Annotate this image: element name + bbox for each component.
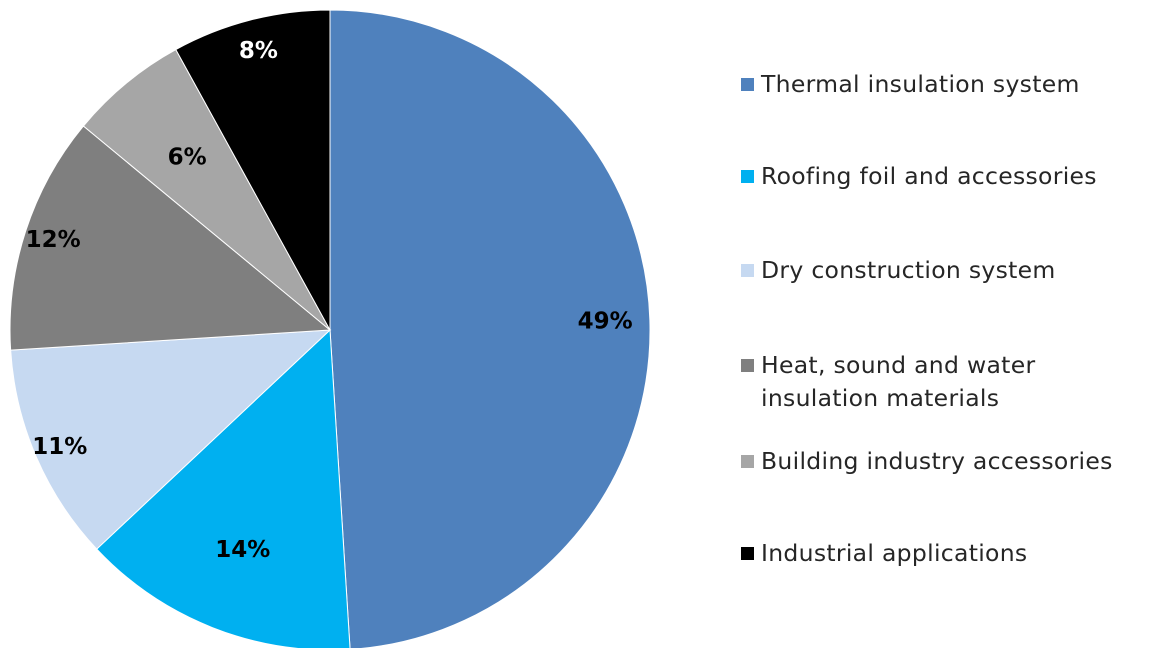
legend-swatch xyxy=(741,170,754,183)
pie-slice-1 xyxy=(329,9,651,648)
data-label-6: 8% xyxy=(239,38,278,64)
data-label-2: 14% xyxy=(215,537,270,563)
legend-swatch xyxy=(741,455,754,468)
legend-label: Roofing foil and accessories xyxy=(761,162,1097,190)
legend-item: Roofing foil and accessories xyxy=(741,160,1097,193)
legend-label: Heat, sound and water insulation materia… xyxy=(761,351,1036,412)
legend-label: Thermal insulation system xyxy=(761,70,1080,98)
legend-label: Building industry accessories xyxy=(761,447,1113,475)
legend-swatch xyxy=(741,264,754,277)
legend-item: Thermal insulation system xyxy=(741,68,1080,101)
legend-label: Dry construction system xyxy=(761,256,1056,284)
legend-label: Industrial applications xyxy=(761,539,1028,567)
pie-slice-4 xyxy=(9,125,332,351)
legend-item: Building industry accessories xyxy=(741,445,1113,478)
legend-item: Industrial applications xyxy=(741,537,1027,570)
data-label-5: 6% xyxy=(168,144,207,170)
data-label-1: 49% xyxy=(578,308,633,334)
legend: Thermal insulation system Roofing foil an… xyxy=(741,0,1172,648)
pie-slice-5 xyxy=(82,48,331,331)
legend-swatch xyxy=(741,547,754,560)
legend-swatch xyxy=(741,78,754,91)
data-label-4: 12% xyxy=(26,227,81,253)
legend-swatch xyxy=(741,359,754,372)
data-label-3: 11% xyxy=(32,434,87,460)
legend-item: Dry construction system xyxy=(741,254,1056,287)
pie-chart: 49% 14% 11% 12% 6% 8% xyxy=(9,9,651,648)
pie-slice-6 xyxy=(175,9,331,331)
pie-slice-2 xyxy=(96,328,351,648)
legend-item: Heat, sound and water insulation materia… xyxy=(741,349,1035,415)
pie-slice-3 xyxy=(10,329,332,550)
